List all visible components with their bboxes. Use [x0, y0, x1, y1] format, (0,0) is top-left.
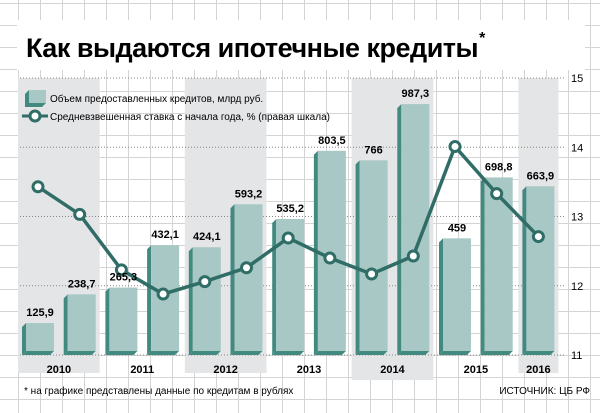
rate-point [31, 180, 45, 194]
bar-side [63, 294, 68, 355]
year-label: 2014 [380, 364, 405, 376]
bar-bottom [272, 351, 305, 355]
bar-face [109, 287, 138, 351]
source-note: ИСТОЧНИК: ЦБ РФ [499, 386, 590, 397]
bar-value-label: 238,7 [68, 278, 96, 290]
bar [397, 104, 430, 355]
bar [439, 238, 471, 355]
bar-value-label: 424,1 [193, 231, 221, 243]
rate-point [365, 267, 379, 281]
legend-bar-label: Объем предоставленных кредитов, млрд руб… [50, 93, 263, 105]
bar-value-label: 535,2 [276, 203, 304, 215]
bar-bottom [63, 351, 96, 355]
bar-side [147, 245, 152, 355]
rate-point [531, 230, 545, 244]
footnote: * на графике представлены данные по кред… [24, 385, 293, 397]
rate-point [73, 207, 87, 221]
rate-point [240, 261, 253, 275]
bar [105, 287, 138, 355]
bar-bottom [313, 351, 346, 355]
bar-face [317, 150, 346, 351]
bar-bottom [230, 351, 263, 355]
rate-point [490, 187, 504, 201]
right-axis-tick: 14 [571, 142, 583, 154]
bar-side [355, 160, 360, 355]
rate-point [114, 263, 128, 277]
bar-side [22, 323, 26, 355]
bar-value-label: 663,9 [527, 170, 555, 182]
bar-value-label: 987,3 [402, 88, 430, 100]
bar-side [397, 104, 402, 355]
title-asterisk: * [479, 30, 486, 47]
bar-face [26, 323, 54, 351]
bar-face [443, 238, 471, 351]
year-label: 2010 [47, 364, 71, 376]
bar-face [359, 160, 388, 351]
legend: Объем предоставленных кредитов, млрд руб… [22, 90, 330, 123]
bar-side [439, 238, 443, 355]
year-label: 2013 [297, 364, 321, 376]
bar-face [234, 204, 263, 351]
title-box [17, 20, 585, 70]
right-axis-tick: 11 [571, 350, 582, 362]
legend-bar-swatch-icon [25, 90, 46, 107]
rate-point [281, 231, 295, 245]
year-label: 2012 [213, 364, 237, 376]
bar-side [188, 247, 193, 355]
bar-value-label: 698,8 [485, 161, 513, 173]
bar-side [522, 186, 527, 355]
bar-value-label: 593,2 [235, 188, 263, 200]
legend-line-swatch-icon [22, 109, 48, 123]
bar-value-label: 803,5 [318, 135, 346, 147]
year-label: 2011 [130, 364, 154, 376]
bar [63, 294, 96, 355]
rate-point [406, 249, 420, 263]
bar-face [67, 294, 96, 351]
rate-point [448, 140, 462, 154]
bar-bottom [480, 351, 513, 355]
bar-face [526, 186, 555, 351]
bar-side [480, 177, 485, 355]
bar-bottom [105, 351, 138, 355]
bar-value-label: 265,3 [110, 272, 138, 284]
bar-bottom [22, 351, 54, 355]
right-axis-tick: 12 [571, 281, 583, 293]
bar [22, 323, 54, 355]
rate-point [198, 275, 212, 289]
chart-title: Как выдаются ипотечные кредиты [26, 33, 478, 63]
bar-side [105, 287, 110, 355]
bar-bottom [439, 351, 471, 355]
legend-line-label: Средневзвешенная ставка с начала года, %… [50, 112, 330, 123]
rate-point [156, 287, 170, 301]
bar-bottom [147, 351, 180, 355]
bar-side [230, 204, 235, 355]
bar [188, 247, 221, 355]
rate-point [323, 251, 337, 265]
bar-bottom [522, 351, 555, 355]
bar [522, 186, 555, 355]
bar-value-label: 432,1 [151, 229, 179, 241]
bar-value-label: 766 [364, 144, 382, 156]
bar-value-label: 459 [448, 222, 466, 234]
bar [355, 160, 388, 355]
bar-value-label: 125,9 [26, 307, 54, 319]
year-label: 2016 [526, 364, 550, 376]
bar [230, 204, 263, 355]
right-axis-tick: 13 [571, 212, 583, 224]
bar-bottom [355, 351, 388, 355]
year-label: 2015 [464, 364, 488, 376]
bar-face [192, 247, 221, 351]
bar-bottom [397, 351, 430, 355]
bar-side [272, 218, 277, 355]
bar-bottom [188, 351, 221, 355]
right-axis-tick: 15 [571, 73, 583, 85]
